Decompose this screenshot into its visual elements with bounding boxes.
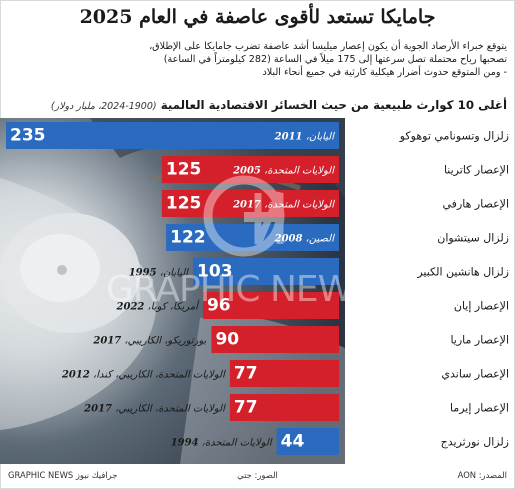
location-name: اليابان، [157,268,190,279]
bar [229,394,339,421]
location-name: أمريكا، كوبا، [144,300,200,313]
category-label: الإعصار إيرما [450,402,509,415]
category-label: زلزال نورثريدج [441,436,509,449]
bar-value-label: 44 [281,432,305,452]
footer-credit: GRAPHIC NEWS جرافيك نيوز [8,470,118,480]
bar-value-label: 125 [166,160,202,180]
bar-value-label: 235 [10,126,46,146]
location-name: بورتوريكو، الكاريبي، [121,336,206,347]
event-year: 2017 [92,336,121,347]
event-year: 2017 [83,404,112,415]
bar-location-label: أمريكا، كوبا، 2022 [116,300,201,313]
location-name: الولايات المتحدة، [261,200,335,211]
location-name: الولايات المتحدة، [261,166,335,177]
location-name: الصين، [302,234,335,245]
category-label: الإعصار هارفي [443,198,509,211]
bar [202,292,339,319]
watermark-text: GRAPHIC NEWS [106,269,374,310]
category-label: الإعصار إيان [454,300,509,313]
bar-value-label: 103 [197,262,233,282]
watermark-logo [203,175,285,257]
bar-location-label: اليابان، 1995 [129,268,190,279]
intro-text: يتوقع خبراء الأرصاد الجوية أن يكون إعصار… [8,40,507,80]
location-name: الولايات المتحدة، [199,438,273,449]
category-label: الإعصار ساندي [441,368,509,381]
location-name: الولايات المتحدة، الكاريبي، كندا، [90,370,226,381]
chart-heading-text: أغلى 10 كوارث طبيعية من حيث الخسائر الاق… [160,98,507,112]
bar-location-label: الصين، 2008 [274,234,336,245]
event-year: 1994 [171,438,199,449]
bar [211,326,339,353]
bar-location-label: الولايات المتحدة، 2005 [232,166,335,177]
bar-location-label: الولايات المتحدة، 2017 [232,200,335,211]
event-year: 2011 [274,132,303,143]
location-name: اليابان، [303,132,336,143]
event-year: 2017 [232,200,261,211]
event-year: 2005 [232,166,261,177]
bar-value-label: 125 [166,194,202,214]
intro-line: - ومن المتوقع حدوث أضرار هيكلية كارثية ف… [262,67,507,79]
footer-source: المصدر: AON [457,470,507,480]
page-title: جامايكا تستعد لأقوى عاصفة في العام 2025 [79,6,436,28]
bar-value-label: 122 [170,228,206,248]
location-name: الولايات المتحدة، الكاريبي، [112,404,226,415]
event-year: 1995 [129,268,157,279]
category-label: الإعصار ماريا [450,334,509,347]
event-year: 2012 [61,370,90,381]
bar [276,428,339,455]
bar [229,360,339,387]
bar-location-label: الولايات المتحدة، 1994 [171,438,273,449]
bar-location-label: الولايات المتحدة، الكاريبي، 2017 [83,404,226,415]
bar-chart: 235 اليابان، 2011 زلزال وتسونامي توهوكو 125… [0,118,509,464]
bar-value-label: 77 [234,398,258,418]
chart-heading: أغلى 10 كوارث طبيعية من حيث الخسائر الاق… [6,98,507,112]
intro-line: يتوقع خبراء الأرصاد الجوية أن يكون إعصار… [149,41,507,52]
bar [193,258,339,285]
bar-location-label: الولايات المتحدة، الكاريبي، كندا، 2012 [61,370,226,381]
bar-value-label: 90 [215,330,239,350]
event-year: 2008 [274,234,303,245]
bars-layer: 235 اليابان، 2011 زلزال وتسونامي توهوكو 125… [6,122,509,455]
bar [166,224,339,251]
event-year: 2022 [116,302,145,313]
bar-value-label: 96 [207,296,231,316]
chart-subheading: (1900-2024، مليار دولار) [50,101,157,112]
bar-value-label: 77 [234,364,258,384]
bar [161,156,339,183]
bar [161,190,339,217]
bar-location-label: اليابان، 2011 [274,132,336,143]
footer-images: الصور: جتي [237,470,278,480]
category-label: زلزال سيتشوان [437,232,509,245]
category-label: زلزال وتسونامي توهوكو [399,130,509,143]
category-label: الإعصار كاترينا [444,164,509,177]
category-label: زلزال هانشين الكبير [416,266,509,279]
bar-location-label: بورتوريكو، الكاريبي، 2017 [92,336,206,347]
bar [6,122,339,149]
intro-line: تصحبها رياح محتملة تصل سرعتها إلى 175 مي… [163,54,507,66]
